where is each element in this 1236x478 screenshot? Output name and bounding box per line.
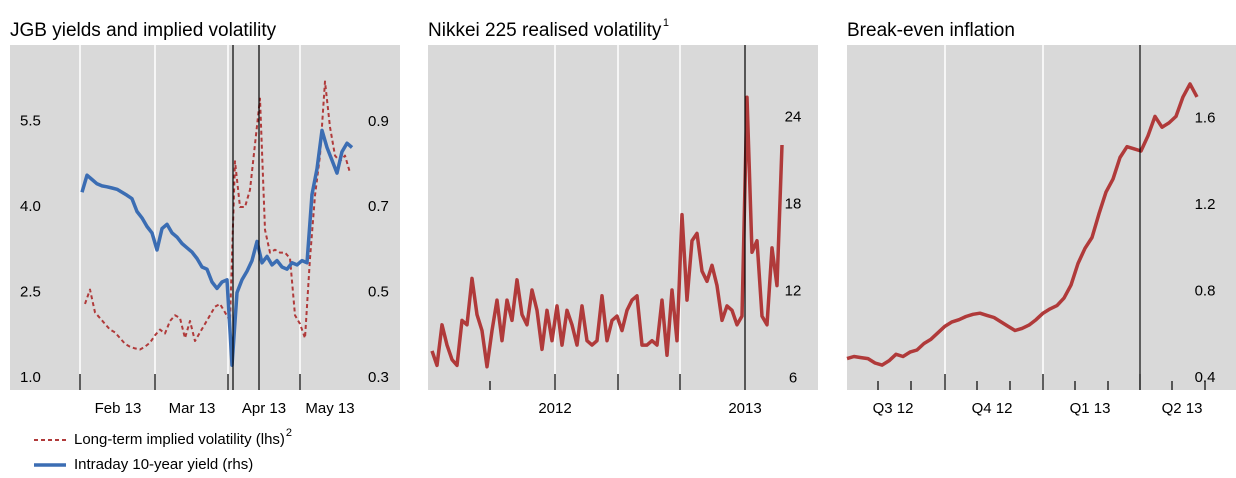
x-tick-label: 2013 [728,400,761,417]
y-tick-label: 1.6 [1195,110,1216,127]
chart-title: Break-even inflation [847,20,1015,41]
x-tick-label: Apr 13 [242,400,286,417]
panel: Break-even inflation 0.4 0.8 1.2 1.6 Q3 12 Q4 … [846,20,1236,417]
y-tick-label: 6 [789,369,797,386]
y-tick-label: 0.5 [368,284,389,301]
y-tick-label: 0.4 [1195,369,1216,386]
plot-background [10,45,400,390]
x-tick-label: May 13 [305,400,354,417]
y-tick-label: 0.7 [368,198,389,215]
x-tick-label: Feb 13 [95,400,142,417]
legend-label: Intraday 10-year yield (rhs) [74,456,253,473]
x-tick-label: Q1 13 [1070,400,1111,417]
y-tick-label: 5.5 [20,112,41,129]
y-tick-label: 12 [785,282,802,299]
plot-background [428,45,818,390]
chart-title: Nikkei 225 realised volatility [428,20,662,41]
data-line [84,80,351,351]
y-tick-label: 24 [785,108,802,125]
panel: JGB yields and implied volatility 1.0 2.5 4… [10,20,400,473]
title-superscript: 1 [663,17,669,29]
panel: Nikkei 225 realised volatility 1 6 12 18 24 20… [428,17,818,417]
x-tick-label: Q2 13 [1162,400,1203,417]
plot-background [847,45,1236,390]
x-tick-label: Mar 13 [169,400,216,417]
legend-label: Long-term implied volatility (lhs) [74,431,285,448]
x-tick-label: Q3 12 [873,400,914,417]
y-tick-label: 0.3 [368,369,389,386]
y-tick-label: 2.5 [20,283,41,300]
legend-superscript: 2 [286,427,292,439]
y-tick-label: 1.2 [1195,196,1216,213]
y-tick-label: 4.0 [20,198,41,215]
x-tick-label: Q4 12 [972,400,1013,417]
y-tick-label: 0.9 [368,113,389,130]
data-line [846,82,1199,367]
chart-title: JGB yields and implied volatility [10,20,277,41]
x-tick-label: 2012 [538,400,571,417]
data-line [80,128,354,367]
data-line [430,95,784,369]
y-tick-label: 0.8 [1195,283,1216,300]
y-tick-label: 18 [785,195,802,212]
y-tick-label: 1.0 [20,369,41,386]
